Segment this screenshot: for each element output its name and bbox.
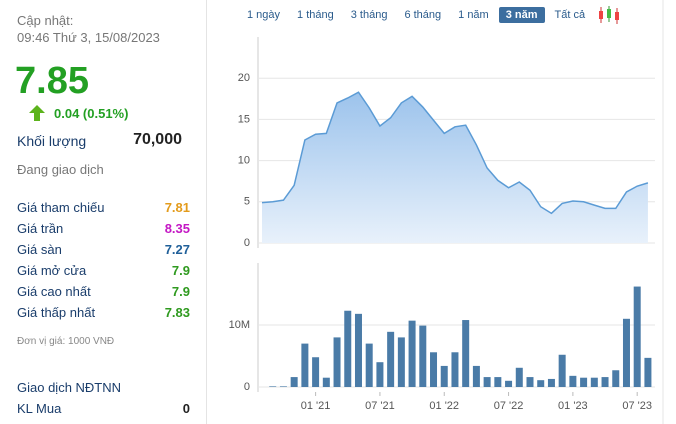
stat-label: Giá cao nhất: [17, 284, 91, 299]
volume-bar: [333, 337, 341, 387]
stat-value: 8.35: [164, 221, 190, 236]
volume-bar: [462, 320, 470, 387]
x-tick-label: 01 '21: [301, 400, 331, 412]
volume-bar: [558, 354, 566, 387]
stat-value: 7.27: [164, 242, 190, 257]
volume-bar: [365, 343, 373, 387]
volume-bar: [526, 377, 534, 387]
range-button[interactable]: 1 ngày: [247, 9, 281, 21]
volume-value: 70,000: [133, 131, 182, 148]
volume-bar: [430, 352, 438, 387]
volume-bar: [397, 337, 405, 387]
volume-label: Khối lượng: [17, 133, 87, 149]
volume-bar: [472, 365, 480, 387]
stat-label: Giá sàn: [17, 242, 62, 257]
range-buttons: 1 ngày 1 tháng 3 tháng 6 tháng 1 năm 3 n…: [240, 7, 595, 23]
price-line: [261, 91, 649, 215]
volume-bar: [290, 377, 298, 387]
stat-label: Giá trần: [17, 221, 64, 236]
volume-bar: [644, 357, 652, 387]
range-button[interactable]: Tất cả: [554, 9, 586, 21]
unit-note: Đơn vị giá: 1000 VNĐ: [17, 336, 115, 347]
volume-bar: [408, 320, 416, 387]
x-tick-label: 07 '23: [622, 400, 652, 412]
volume-bar: [344, 310, 352, 387]
volume-bar: [622, 318, 630, 387]
y-tick-label: 5: [244, 196, 250, 208]
y-tick-label: 10M: [229, 319, 250, 331]
volume-bar: [419, 325, 427, 387]
stat-label: Giá mở cửa: [17, 263, 87, 278]
volume-bar: [612, 370, 620, 387]
range-button[interactable]: 3 năm: [498, 7, 545, 23]
stat-value: 7.83: [164, 305, 190, 320]
stat-value: 7.9: [171, 284, 190, 299]
y-tick-label: 15: [238, 113, 250, 125]
volume-bar: [515, 367, 523, 387]
volume-bar: [279, 386, 287, 387]
volume-bar: [537, 380, 545, 387]
y-tick-label: 0: [244, 237, 250, 249]
candlestick-icon[interactable]: [597, 5, 621, 25]
volume-bar: [376, 362, 384, 387]
range-button[interactable]: 1 năm: [458, 9, 489, 21]
status: Đang giao dịch: [17, 162, 104, 177]
up-arrow: [29, 105, 45, 121]
stat-label: Giá thấp nhất: [17, 305, 96, 320]
x-tick-label: 01 '22: [429, 400, 459, 412]
stat-value: 7.9: [171, 263, 190, 278]
price: 7.85: [15, 60, 89, 102]
volume-bar: [494, 377, 502, 387]
volume-bar: [590, 377, 598, 387]
updated-time: 09:46 Thứ 3, 15/08/2023: [17, 30, 160, 45]
volume-bar: [451, 352, 459, 387]
volume-bar: [301, 343, 309, 387]
area-fill: [262, 92, 648, 243]
stat-value: 7.81: [164, 200, 190, 215]
volume-bar: [569, 375, 577, 387]
foreign-title: Giao dịch NĐTNN: [17, 380, 122, 395]
x-tick-label: 01 '23: [558, 400, 588, 412]
volume-bar: [312, 357, 320, 387]
range-button[interactable]: 1 tháng: [297, 9, 334, 21]
volume-bar: [505, 380, 513, 387]
stat-label: Giá tham chiếu: [17, 200, 105, 215]
volume-bar: [440, 365, 448, 387]
foreign-value: 0: [182, 401, 190, 416]
foreign-label: KL Mua: [17, 401, 62, 416]
volume-bar: [354, 313, 362, 387]
range-button[interactable]: 3 tháng: [350, 9, 388, 21]
volume-bar: [387, 331, 395, 387]
y-tick-label: 10: [238, 155, 250, 167]
updated-label: Cập nhật:: [17, 13, 74, 28]
volume-bar: [580, 377, 588, 387]
x-tick-label: 07 '22: [494, 400, 524, 412]
volume-bar: [322, 377, 330, 387]
volume-bar: [547, 378, 555, 387]
price-change: 0.04 (0.51%): [54, 106, 129, 121]
x-tick-label: 07 '21: [365, 400, 395, 412]
info-panel: [0, 0, 207, 424]
volume-bar: [483, 377, 491, 387]
y-tick-label: 20: [238, 72, 250, 84]
volume-bar: [269, 386, 277, 387]
volume-bar: [633, 286, 641, 387]
range-button[interactable]: 6 tháng: [404, 9, 442, 21]
y-tick-label: 0: [244, 381, 250, 393]
volume-bar: [601, 377, 609, 387]
